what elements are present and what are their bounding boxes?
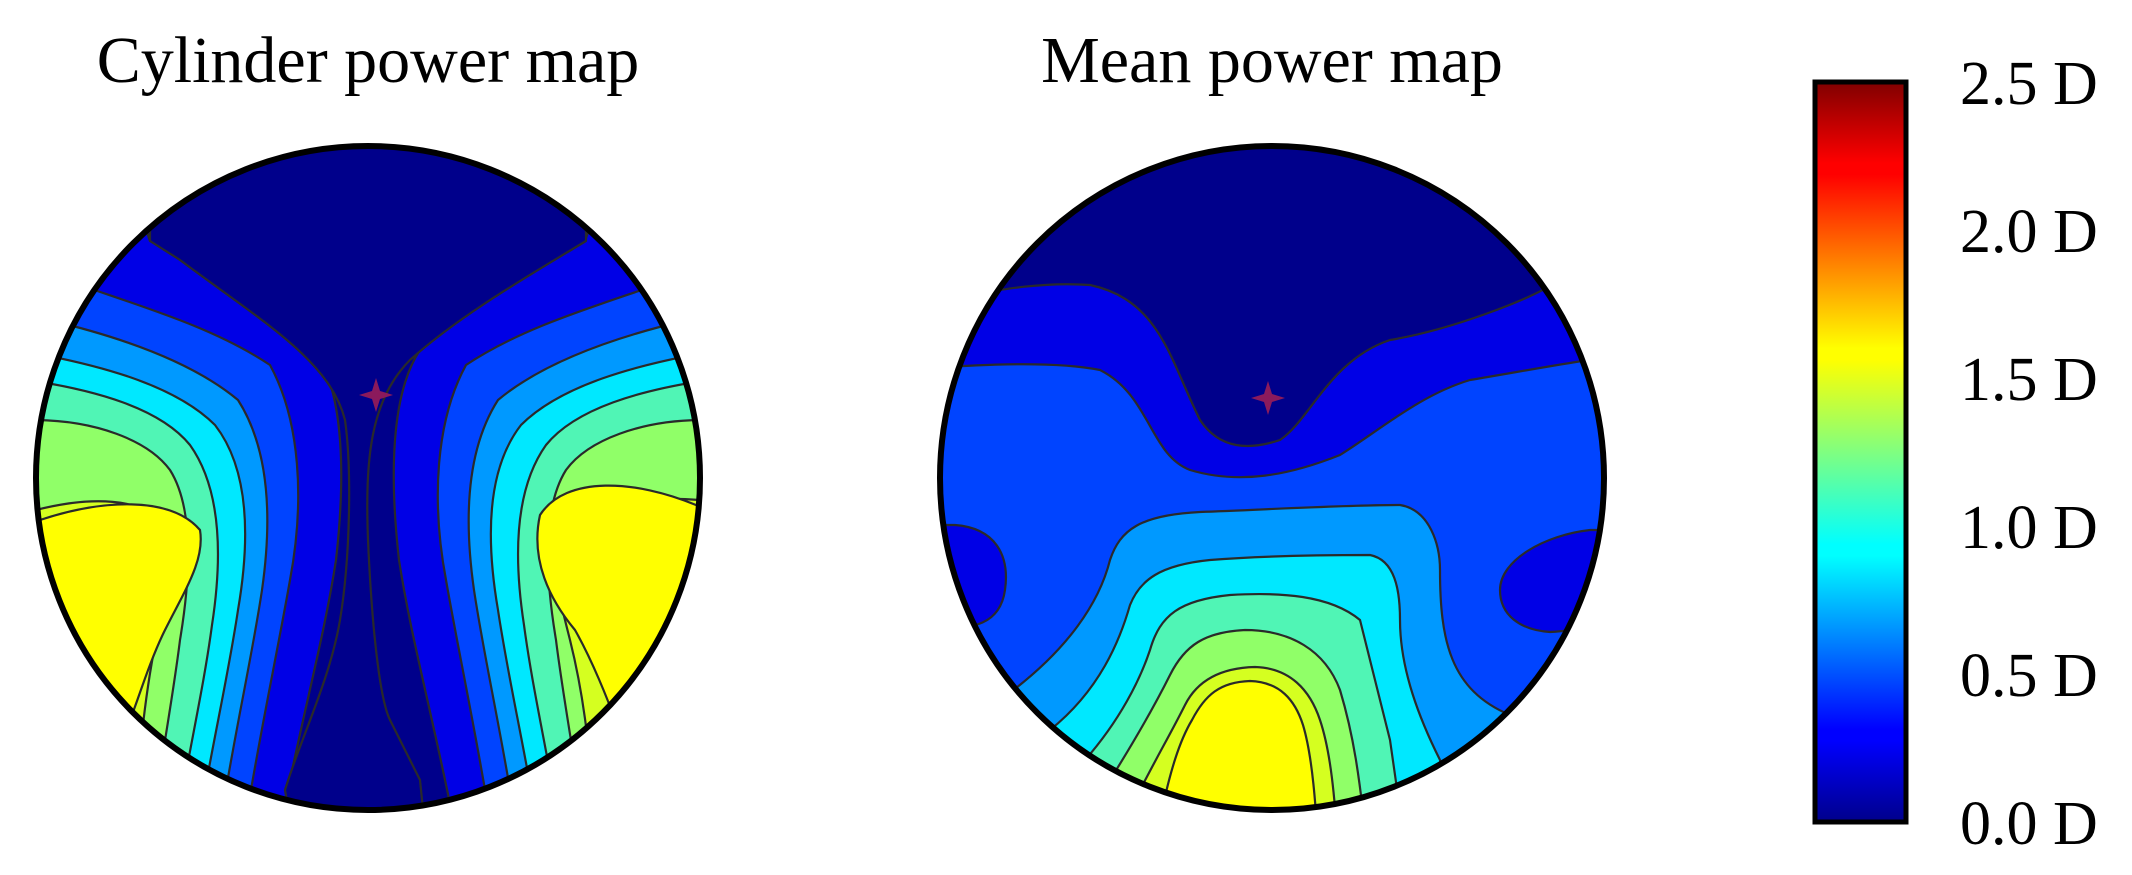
mean-power-map [940,146,1604,810]
cylinder-central-channel [148,146,588,810]
colorbar-gradient [1815,82,1906,822]
mean-center-star-icon [1251,381,1285,415]
cylinder-map-outline [33,143,703,813]
mean-map-outline [937,143,1607,813]
mean-map-title: Mean power map [1041,24,1503,97]
colorbar-ticks: 2.5 D 2.0 D 1.5 D 1.0 D 0.5 D 0.0 D [1960,50,2098,858]
colorbar-tick-label: 0.0 D [1960,790,2098,858]
colorbar-tick-label: 2.0 D [1960,198,2098,266]
colorbar-tick-label: 0.5 D [1960,642,2098,710]
colorbar-frame [1812,79,1909,825]
colorbar: 2.5 D 2.0 D 1.5 D 1.0 D 0.5 D 0.0 D [1812,50,2098,858]
cylinder-map-title: Cylinder power map [97,24,640,97]
mean-band-right-pocket [1498,528,1604,634]
colorbar-tick-label: 1.0 D [1960,494,2098,562]
cylinder-power-map [36,146,700,810]
colorbar-tick-label: 1.5 D [1960,346,2098,414]
colorbar-tick-label: 2.5 D [1960,50,2098,118]
mean-band-2-0 [1158,679,1322,810]
cylinder-center-star-icon [359,378,393,412]
